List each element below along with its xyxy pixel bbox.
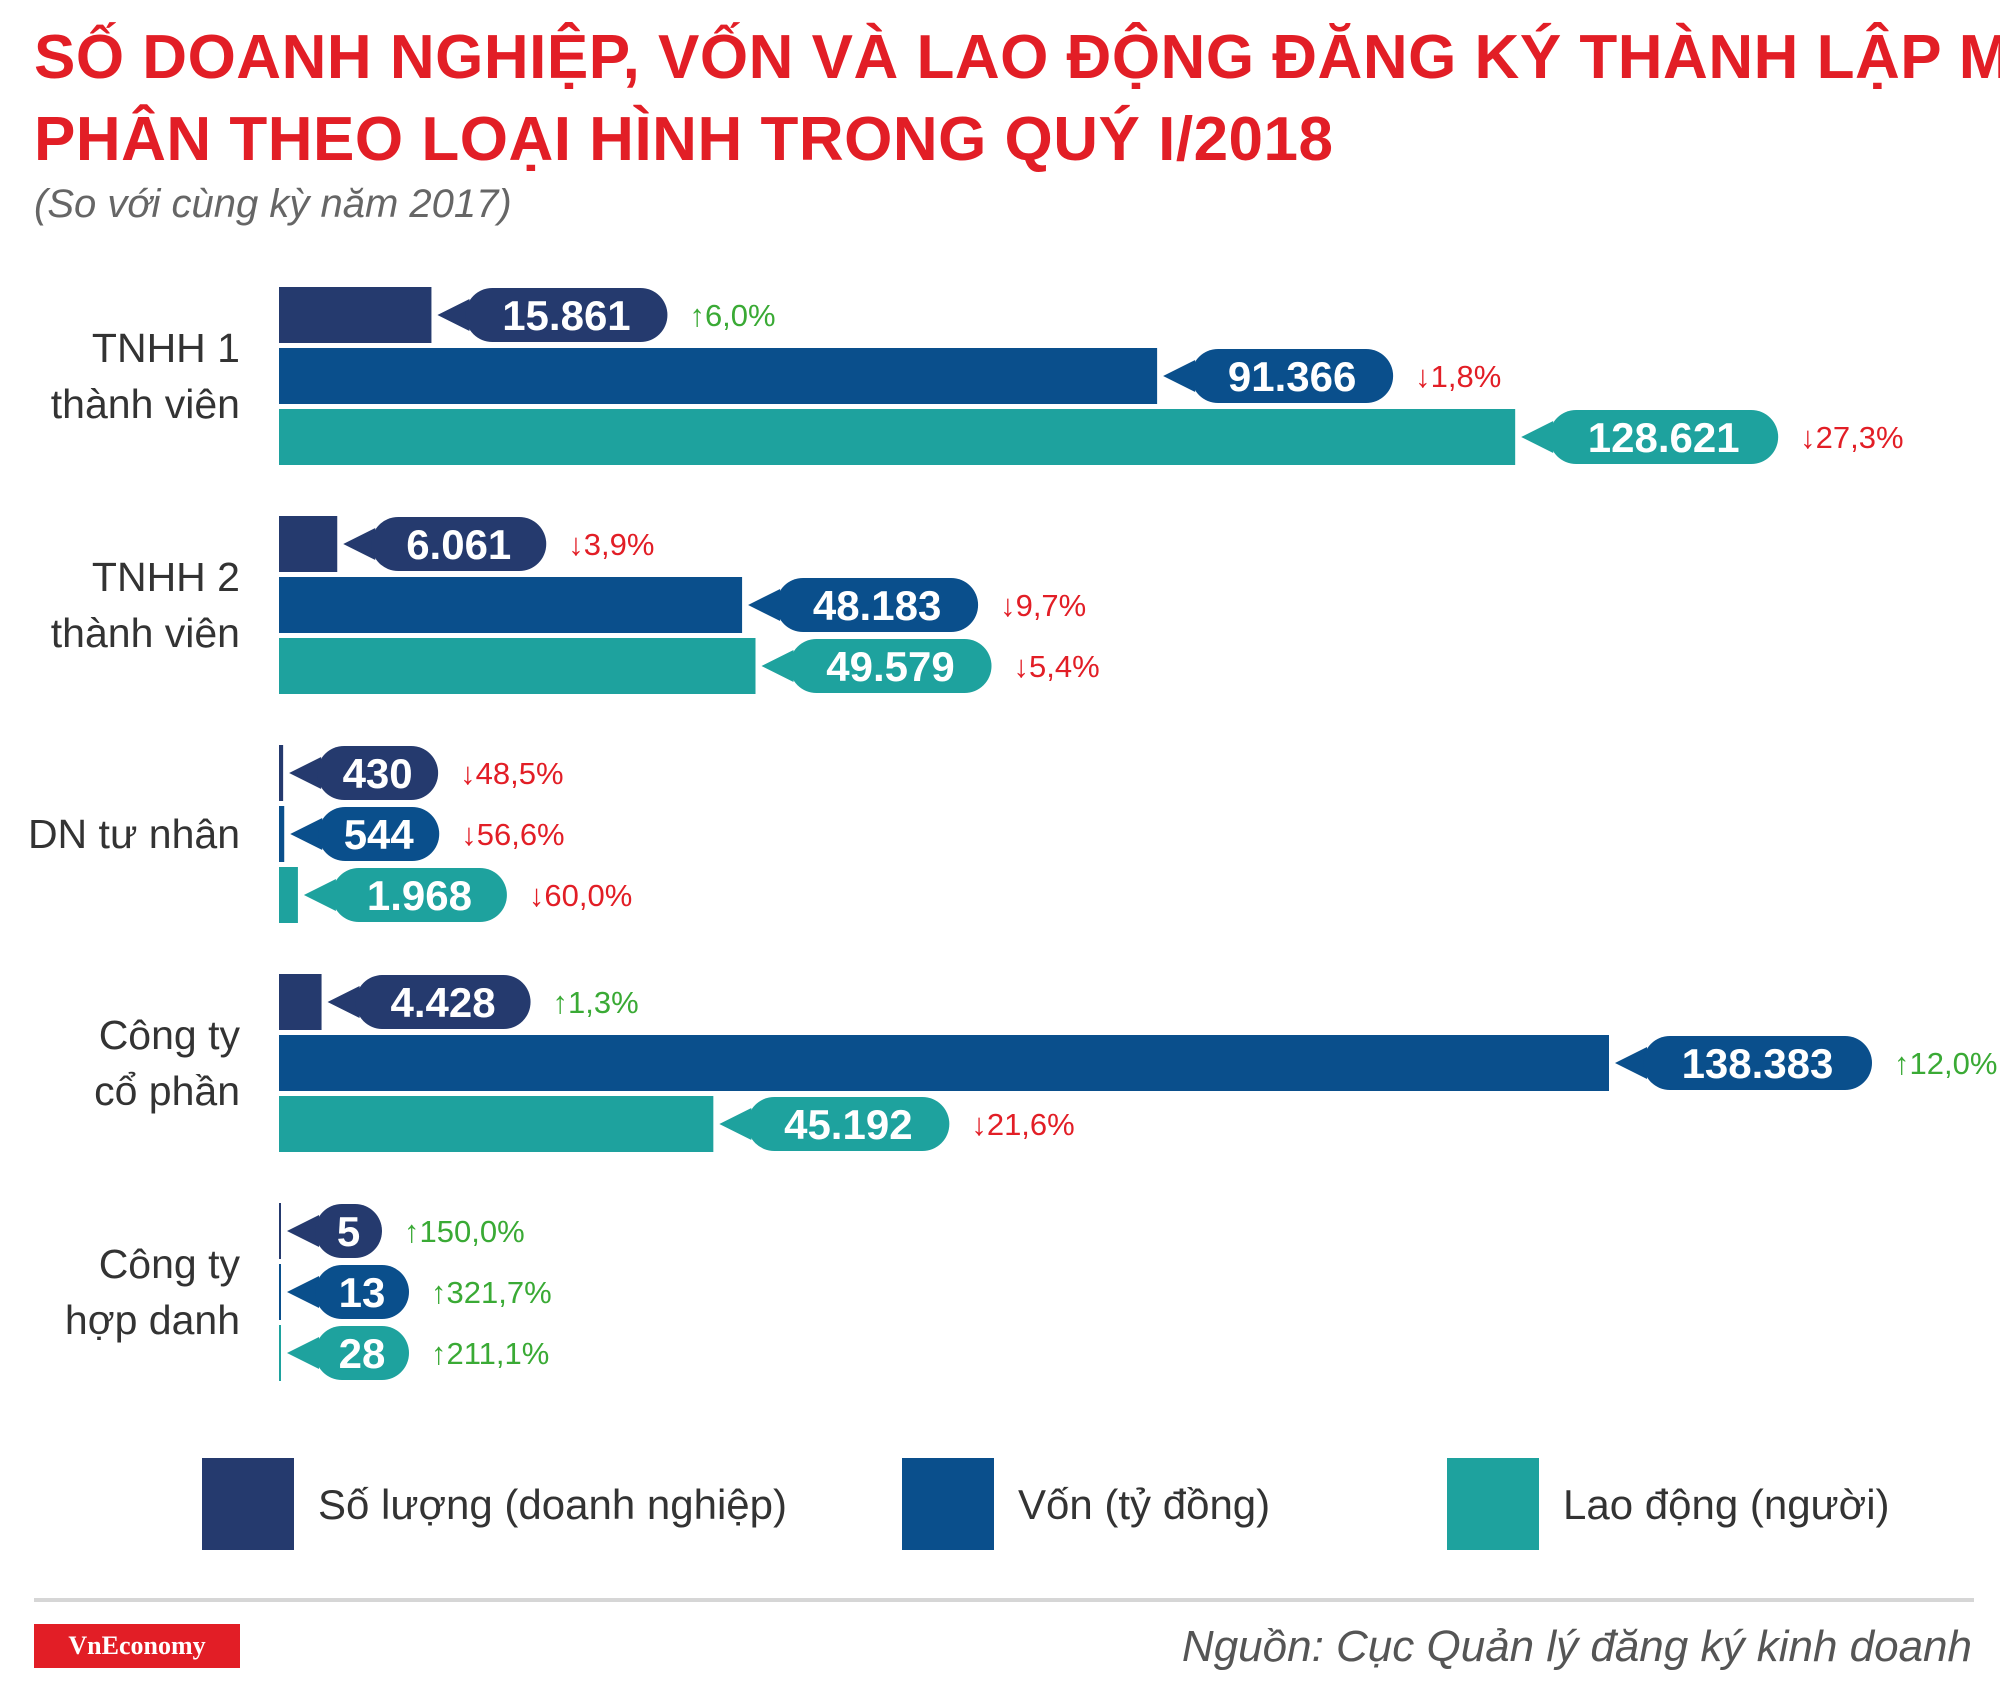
- value-label: 15.861: [502, 292, 630, 339]
- value-pill: [315, 1326, 409, 1380]
- callout-pointer: [437, 299, 470, 331]
- callout-pointer: [761, 650, 794, 682]
- value-pill: [1191, 349, 1394, 403]
- bar: [279, 516, 338, 572]
- callout-pointer: [287, 1215, 319, 1247]
- bar: [279, 867, 298, 923]
- page-subtitle: (So với cùng kỳ năm 2017): [34, 182, 512, 226]
- change-label: ↓56,6%: [461, 817, 564, 852]
- value-label: 430: [343, 750, 413, 797]
- value-pill: [315, 1265, 409, 1319]
- callout-pointer: [748, 589, 781, 621]
- value-pill: [747, 1097, 950, 1151]
- category-label: hợp danh: [65, 1297, 240, 1343]
- value-pill: [465, 288, 668, 342]
- value-pill: [789, 639, 992, 693]
- category-label: DN tư nhân: [28, 811, 240, 857]
- callout-pointer: [289, 757, 322, 789]
- bar: [279, 745, 284, 801]
- category-label: thành viên: [51, 381, 240, 427]
- legend-label: Vốn (tỷ đồng): [1018, 1481, 1270, 1528]
- category-label: cổ phần: [94, 1068, 240, 1114]
- bar: [279, 1203, 281, 1259]
- change-label: ↓48,5%: [460, 756, 563, 791]
- change-label: ↓5,4%: [1014, 649, 1100, 684]
- callout-pointer: [290, 818, 323, 850]
- value-pill: [1643, 1036, 1872, 1090]
- logo-text: VnEconomy: [68, 1631, 206, 1660]
- value-pill: [315, 1204, 382, 1258]
- change-label: ↑321,7%: [431, 1275, 552, 1310]
- bar: [279, 974, 322, 1030]
- callout-pointer: [303, 879, 336, 911]
- page-title-line-1: SỐ DOANH NGHIỆP, VỐN VÀ LAO ĐỘNG ĐĂNG KÝ…: [34, 23, 2000, 92]
- bar: [279, 1035, 1609, 1091]
- value-label: 28: [339, 1330, 386, 1377]
- legend-swatch: [902, 1458, 994, 1550]
- category-label: TNHH 2: [92, 554, 240, 600]
- category-label: Công ty: [99, 1012, 241, 1058]
- change-label: ↓21,6%: [971, 1107, 1074, 1142]
- bar: [279, 348, 1158, 404]
- source-note: Nguồn: Cục Quản lý đăng ký kinh doanh: [1181, 1622, 1972, 1671]
- callout-pointer: [287, 1276, 319, 1308]
- bar: [279, 577, 743, 633]
- value-label: 13: [339, 1269, 386, 1316]
- callout-pointer: [719, 1108, 752, 1140]
- value-label: 1.968: [367, 872, 472, 919]
- bar: [279, 287, 432, 343]
- change-label: ↑6,0%: [689, 298, 775, 333]
- callout-pointer: [1521, 421, 1554, 453]
- change-label: ↑12,0%: [1894, 1046, 1997, 1081]
- change-label: ↓3,9%: [568, 527, 654, 562]
- change-label: ↑211,1%: [431, 1336, 549, 1371]
- category-label: Công ty: [99, 1241, 241, 1287]
- page-title-line-2: PHÂN THEO LOẠI HÌNH TRONG QUÝ I/2018: [34, 105, 1334, 174]
- legend-swatch: [202, 1458, 294, 1550]
- legend-label: Số lượng (doanh nghiệp): [318, 1481, 787, 1528]
- value-label: 138.383: [1682, 1040, 1834, 1087]
- legend-swatch: [1447, 1458, 1539, 1550]
- footer-divider: [34, 1598, 1974, 1602]
- value-pill: [331, 868, 507, 922]
- bar: [279, 1325, 281, 1381]
- callout-pointer: [1615, 1047, 1647, 1079]
- change-label: ↑150,0%: [404, 1214, 525, 1249]
- legend-label: Lao động (người): [1563, 1481, 1890, 1528]
- value-pill: [776, 578, 979, 632]
- category-label: thành viên: [51, 610, 240, 656]
- vneconomy-logo: VnEconomy: [34, 1624, 240, 1668]
- category-label: TNHH 1: [92, 325, 240, 371]
- value-label: 48.183: [813, 582, 941, 629]
- value-pill: [371, 517, 547, 571]
- change-label: ↓27,3%: [1800, 420, 1903, 455]
- bar: [279, 806, 285, 862]
- value-pill: [318, 807, 440, 861]
- change-label: ↓9,7%: [1000, 588, 1086, 623]
- change-label: ↑1,3%: [553, 985, 639, 1020]
- value-label: 6.061: [406, 521, 511, 568]
- callout-pointer: [287, 1337, 319, 1369]
- bar: [279, 638, 756, 694]
- bar: [279, 1264, 281, 1320]
- bar-chart: TNHH 1 thành viên 15.861 ↑6,0% 91.366 ↓1,8% 12…: [28, 287, 1997, 1550]
- value-label: 45.192: [784, 1101, 912, 1148]
- value-label: 49.579: [826, 643, 954, 690]
- callout-pointer: [327, 986, 360, 1018]
- callout-pointer: [1163, 360, 1196, 392]
- value-label: 5: [337, 1208, 360, 1255]
- change-label: ↓1,8%: [1415, 359, 1501, 394]
- value-pill: [1549, 410, 1779, 464]
- change-label: ↓60,0%: [529, 878, 632, 913]
- value-pill: [317, 746, 439, 800]
- callout-pointer: [343, 528, 376, 560]
- value-label: 4.428: [391, 979, 496, 1026]
- bar: [279, 409, 1516, 465]
- value-label: 91.366: [1228, 353, 1356, 400]
- value-pill: [355, 975, 531, 1029]
- value-label: 128.621: [1588, 414, 1740, 461]
- bar: [279, 1096, 714, 1152]
- value-label: 544: [344, 811, 415, 858]
